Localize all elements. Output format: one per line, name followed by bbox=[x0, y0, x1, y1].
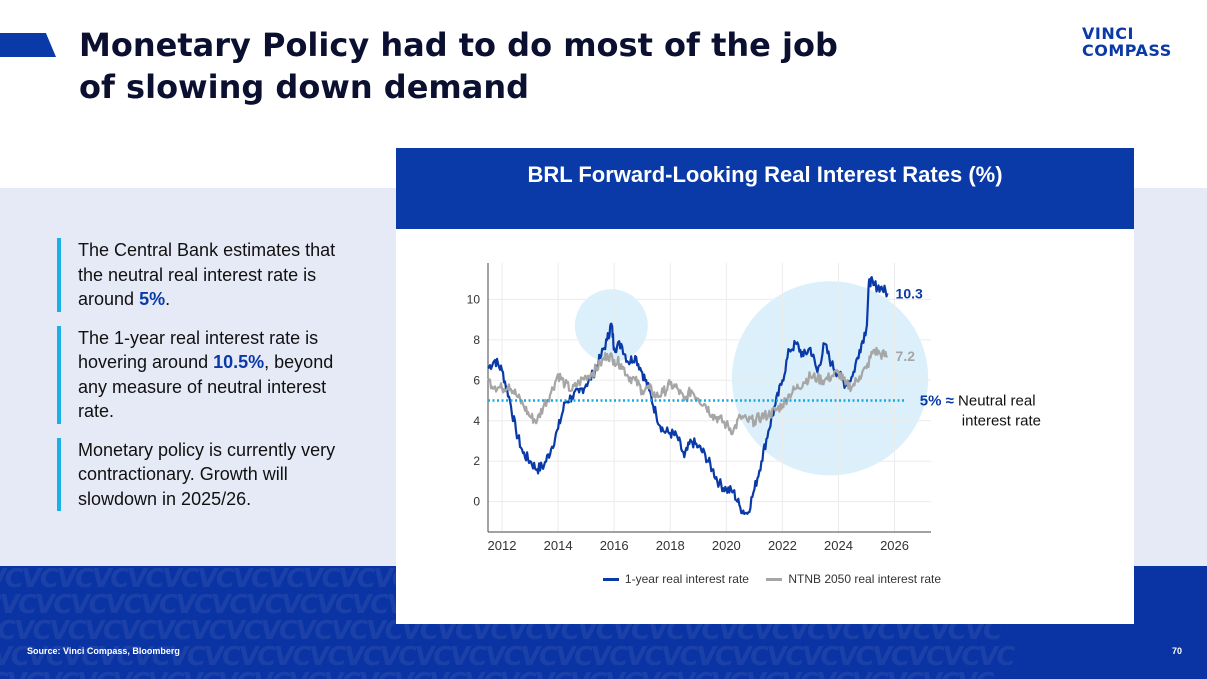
line-chart: 2012 2014 2016 2018 2020 2022 2024 2026 0 2 4 6 8 10 1… bbox=[467, 263, 1041, 553]
neutral-rate-value: 5% ≈ bbox=[920, 393, 958, 410]
chart-header: BRL Forward-Looking Real Interest Rates … bbox=[396, 148, 1134, 229]
legend-label-1yr: 1-year real interest rate bbox=[624, 572, 749, 586]
x-tick-label: 2012 bbox=[488, 538, 517, 553]
slide-title-line2: of slowing down demand bbox=[79, 68, 530, 106]
bullet-text: Monetary policy is currently very contra… bbox=[78, 439, 336, 509]
logo-line2: COMPASS bbox=[1082, 41, 1172, 60]
neutral-rate-annotation: 5% ≈ Neutral real bbox=[920, 393, 1036, 410]
slide-title-line1: Monetary Policy had to do most of the jo… bbox=[79, 26, 838, 64]
bullet-list: The Central Bank estimates that the neut… bbox=[57, 238, 357, 525]
chart-legend: 1-year real interest rate NTNB 2050 real… bbox=[396, 572, 1134, 586]
bullet-highlight: 10.5% bbox=[213, 352, 265, 372]
x-tick-label: 2016 bbox=[600, 538, 629, 553]
y-tick-label: 4 bbox=[473, 414, 480, 428]
bullet-text-end: . bbox=[165, 289, 171, 309]
neutral-rate-label-line1: Neutral real bbox=[958, 393, 1036, 410]
page-number: 70 bbox=[1171, 646, 1182, 656]
x-tick-label: 2014 bbox=[544, 538, 573, 553]
bullet-contractionary: Monetary policy is currently very contra… bbox=[57, 437, 357, 511]
neutral-rate-label-line2: interest rate bbox=[962, 413, 1041, 430]
vinci-compass-logo: VINCI COMPASS bbox=[1082, 25, 1172, 59]
x-tick-label: 2026 bbox=[880, 538, 909, 553]
y-tick-label: 0 bbox=[473, 495, 480, 509]
y-tick-label: 6 bbox=[473, 373, 480, 387]
title-accent-bar bbox=[0, 33, 56, 57]
legend-key-1yr bbox=[602, 578, 619, 582]
logo-line1: VINCI bbox=[1082, 24, 1134, 43]
x-tick-label: 2020 bbox=[712, 538, 741, 553]
bullet-highlight: 5% bbox=[139, 289, 166, 309]
end-label-ntnb: 7.2 bbox=[896, 348, 916, 364]
series-line-1yr bbox=[487, 276, 889, 516]
bullet-text: The 1-year real interest rate is hoverin… bbox=[78, 327, 319, 373]
x-tick-label: 2024 bbox=[824, 538, 853, 553]
y-tick-label: 10 bbox=[467, 292, 481, 306]
chart-title: BRL Forward-Looking Real Interest Rates … bbox=[527, 162, 1003, 187]
legend-label-ntnb: NTNB 2050 real interest rate bbox=[788, 572, 942, 586]
series-line-ntnb bbox=[487, 346, 889, 436]
slide-title: Monetary Policy had to do most of the jo… bbox=[79, 24, 899, 108]
x-tick-label: 2022 bbox=[768, 538, 797, 553]
x-tick-label: 2018 bbox=[656, 538, 685, 553]
bullet-1yr-rate: The 1-year real interest rate is hoverin… bbox=[57, 325, 357, 424]
bullet-text: The Central Bank estimates that the neut… bbox=[78, 240, 336, 309]
y-tick-label: 8 bbox=[473, 333, 480, 347]
y-tick-label: 2 bbox=[473, 454, 480, 468]
legend-key-ntnb bbox=[766, 578, 783, 582]
chart-card: BRL Forward-Looking Real Interest Rates … bbox=[396, 148, 1134, 624]
bullet-text-end: , beyond any measure of neutral interest… bbox=[78, 352, 334, 421]
end-label-1yr: 10.3 bbox=[896, 285, 923, 301]
bullet-neutral-rate: The Central Bank estimates that the neut… bbox=[57, 238, 357, 312]
source-note: Source: Vinci Compass, Bloomberg bbox=[27, 646, 180, 656]
